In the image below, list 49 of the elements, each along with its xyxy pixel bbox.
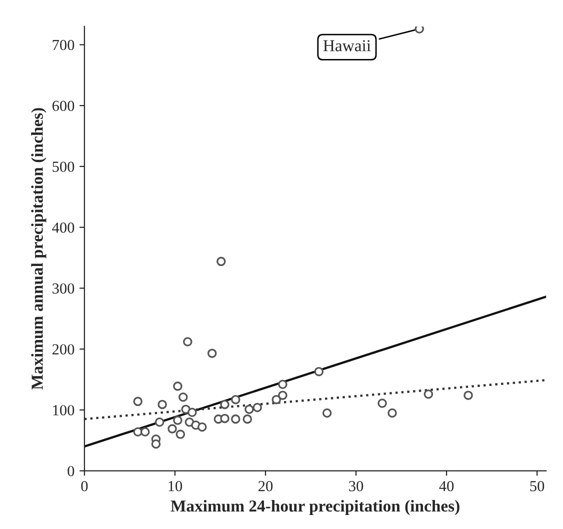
point xyxy=(378,398,387,408)
point xyxy=(154,417,164,427)
point xyxy=(414,26,424,34)
y-tick-label: 700 xyxy=(52,40,74,50)
y-tick-label: 500 xyxy=(52,162,74,172)
point xyxy=(314,366,324,376)
y-tick-label: 0 xyxy=(68,466,74,476)
point xyxy=(464,390,473,400)
point xyxy=(183,337,192,346)
point xyxy=(207,348,217,358)
point xyxy=(388,408,397,418)
point xyxy=(220,414,230,424)
point xyxy=(252,402,262,412)
x-tick-label: 30 xyxy=(349,480,364,492)
x-tick-label: 20 xyxy=(258,480,273,492)
point xyxy=(197,422,207,432)
point xyxy=(244,404,254,414)
point xyxy=(173,416,182,425)
point xyxy=(424,389,434,399)
point xyxy=(272,394,281,404)
point xyxy=(230,394,240,404)
point xyxy=(178,392,188,402)
point xyxy=(176,430,186,439)
point xyxy=(151,439,161,449)
point xyxy=(220,400,230,410)
x-tick-label: 40 xyxy=(439,480,454,492)
y-axis-title: Maximum annual precipitation (inches) xyxy=(31,108,46,390)
point xyxy=(322,408,332,418)
point xyxy=(173,382,182,391)
y-tick-label: 600 xyxy=(52,100,74,112)
x-tick-label: 10 xyxy=(168,480,182,492)
y-tick-label: 200 xyxy=(52,344,74,355)
point xyxy=(133,396,142,406)
y-tick-label: 100 xyxy=(53,405,74,416)
point xyxy=(188,408,197,418)
point xyxy=(168,424,177,434)
point xyxy=(216,256,226,266)
point xyxy=(242,414,252,424)
annotation: Hawaii xyxy=(323,40,371,52)
y-tick-label: 400 xyxy=(52,222,74,233)
x-tick-label: 50 xyxy=(530,480,544,492)
x-axis-title: Maximum 24-hour precipitation (inches) xyxy=(170,500,460,516)
point xyxy=(278,380,288,390)
point xyxy=(140,427,150,436)
point xyxy=(278,390,288,400)
y-tick-label: 300 xyxy=(52,283,74,294)
point xyxy=(230,414,240,424)
x-tick-label: 0 xyxy=(81,480,88,492)
point xyxy=(158,400,167,410)
